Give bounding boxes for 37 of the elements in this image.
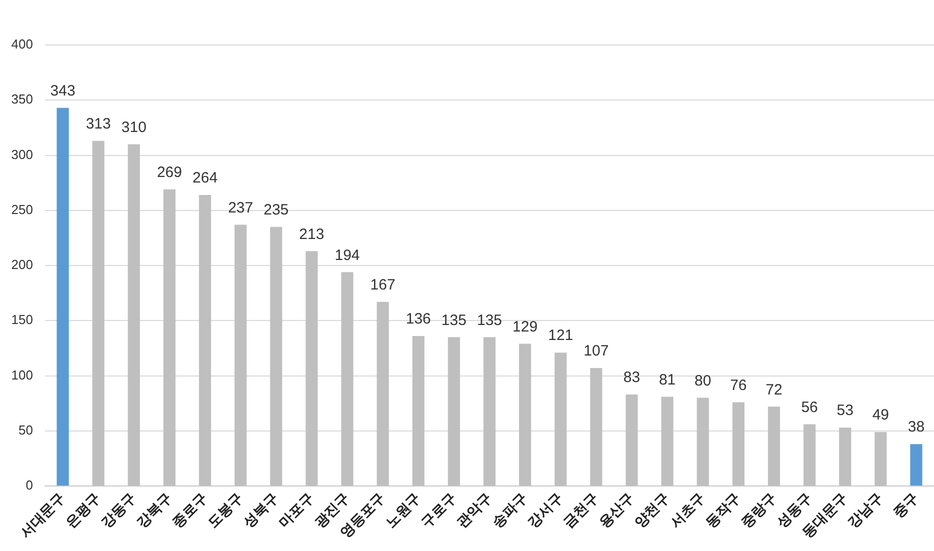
y-tick-label: 50 bbox=[18, 422, 33, 438]
data-label: 194 bbox=[334, 246, 360, 264]
data-label: 136 bbox=[406, 310, 431, 328]
data-label: 313 bbox=[86, 116, 111, 133]
y-tick-label: 100 bbox=[11, 367, 33, 382]
data-label: 56 bbox=[801, 398, 818, 416]
data-label: 129 bbox=[512, 318, 538, 336]
data-label: 167 bbox=[370, 276, 396, 294]
data-label: 135 bbox=[441, 312, 466, 329]
data-label: 135 bbox=[476, 312, 502, 329]
y-tick-label: 400 bbox=[11, 36, 33, 52]
data-label: 83 bbox=[623, 369, 640, 386]
x-tick-label: 중구 bbox=[890, 489, 922, 521]
data-label: 49 bbox=[872, 406, 890, 424]
data-label: 107 bbox=[584, 342, 609, 360]
data-label: 310 bbox=[121, 118, 146, 136]
data-label: 237 bbox=[228, 199, 254, 216]
bar bbox=[56, 108, 69, 486]
data-label: 235 bbox=[264, 202, 289, 219]
y-tick-label: 350 bbox=[11, 92, 33, 107]
y-tick-label: 300 bbox=[11, 146, 33, 162]
data-label: 81 bbox=[658, 371, 676, 388]
data-label: 76 bbox=[730, 376, 747, 394]
bar bbox=[910, 444, 922, 486]
data-label: 264 bbox=[192, 170, 218, 187]
y-tick-label: 0 bbox=[26, 478, 33, 493]
data-label: 121 bbox=[548, 327, 574, 344]
data-label: 53 bbox=[836, 402, 854, 420]
y-tick-label: 250 bbox=[11, 202, 33, 217]
data-label: 213 bbox=[299, 226, 324, 243]
data-label: 80 bbox=[694, 372, 712, 390]
data-label: 269 bbox=[156, 164, 182, 182]
data-label: 38 bbox=[908, 418, 925, 436]
data-label: 343 bbox=[50, 82, 76, 100]
y-tick-label: 200 bbox=[11, 257, 33, 272]
data-label: 72 bbox=[766, 381, 782, 398]
y-tick-label: 150 bbox=[11, 312, 33, 328]
